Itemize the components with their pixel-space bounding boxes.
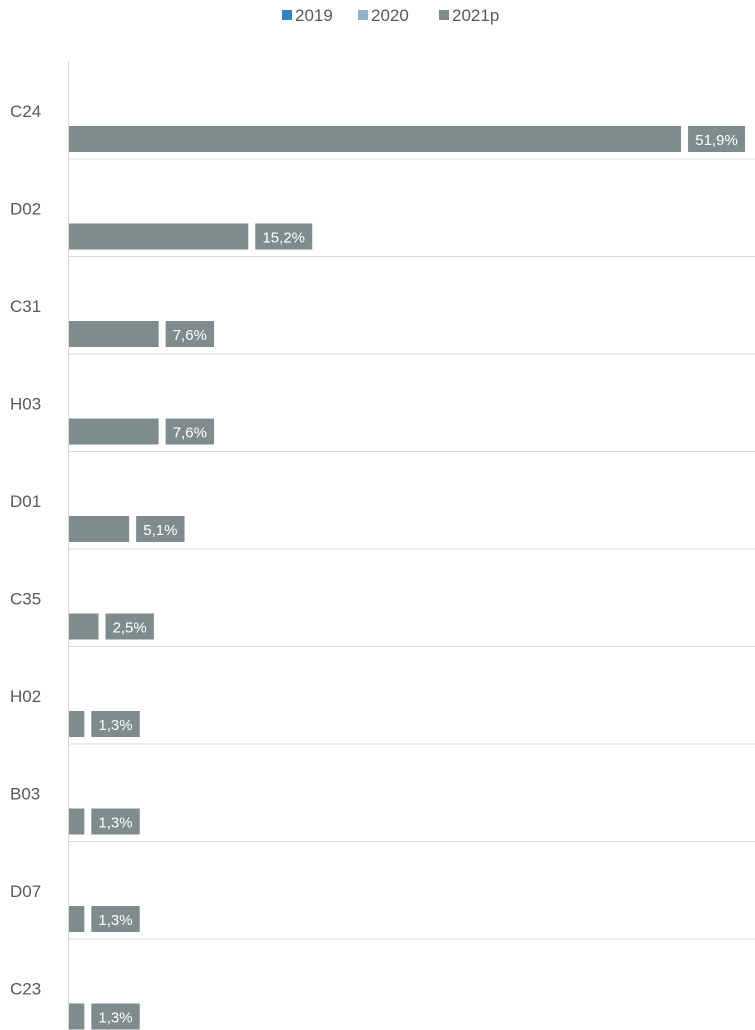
category-label: D07 [10, 882, 41, 901]
data-label: 1,3% [98, 815, 132, 832]
category-label: C23 [10, 980, 41, 999]
legend-label-2019: 2019 [295, 6, 333, 25]
category-label: H03 [10, 395, 41, 414]
data-label-box [91, 1003, 140, 1030]
chart-legend: 2019 2020 2021p [282, 6, 499, 25]
data-label-box [688, 126, 746, 152]
category-label: D02 [10, 200, 41, 219]
category-label: C24 [10, 102, 41, 121]
category-labels: C24 D02 C31 H03 D01 C35 H02 B03 D07 C23 [10, 102, 41, 999]
data-label-box [165, 321, 215, 347]
legend-swatch-2021p [439, 10, 449, 20]
legend-label-2021p: 2021p [452, 6, 499, 25]
legend-label-2020: 2020 [371, 6, 409, 25]
data-label-box [255, 223, 313, 250]
bar [69, 613, 99, 640]
data-label-box [91, 906, 140, 932]
data-label-box [165, 418, 215, 445]
bar [69, 321, 159, 347]
category-label: H02 [10, 687, 41, 706]
data-label: 51,9% [695, 132, 738, 149]
category-label: C35 [10, 590, 41, 609]
bar [69, 418, 159, 445]
data-label: 15,2% [262, 230, 305, 247]
bar [69, 223, 249, 250]
data-label: 7,6% [173, 327, 207, 344]
legend-swatch-2020 [358, 10, 368, 20]
data-label: 7,6% [173, 425, 207, 442]
data-label: 5,1% [143, 522, 177, 539]
bar [69, 711, 85, 737]
data-label: 2,5% [113, 620, 147, 637]
data-label-box [91, 711, 140, 737]
category-separators [69, 158, 755, 940]
category-label: C31 [10, 297, 41, 316]
category-label: D01 [10, 492, 41, 511]
data-label: 1,3% [98, 717, 132, 734]
bar-series-2021p [69, 126, 682, 1030]
bar [69, 126, 682, 152]
data-label: 1,3% [98, 912, 132, 929]
bar [69, 516, 130, 542]
category-label: B03 [10, 785, 40, 804]
bar [69, 808, 85, 835]
data-label-box [91, 808, 140, 835]
bar [69, 1003, 85, 1030]
data-label: 1,3% [98, 1010, 132, 1027]
legend-swatch-2019 [282, 10, 292, 20]
bar [69, 906, 85, 932]
data-label-box [105, 613, 154, 640]
data-labels: 51,9% 15,2% 7,6% 7,6% 5,1% 2,5% 1,3% 1,3% 1,3% 1,… [91, 126, 746, 1030]
data-label-box [136, 516, 185, 542]
